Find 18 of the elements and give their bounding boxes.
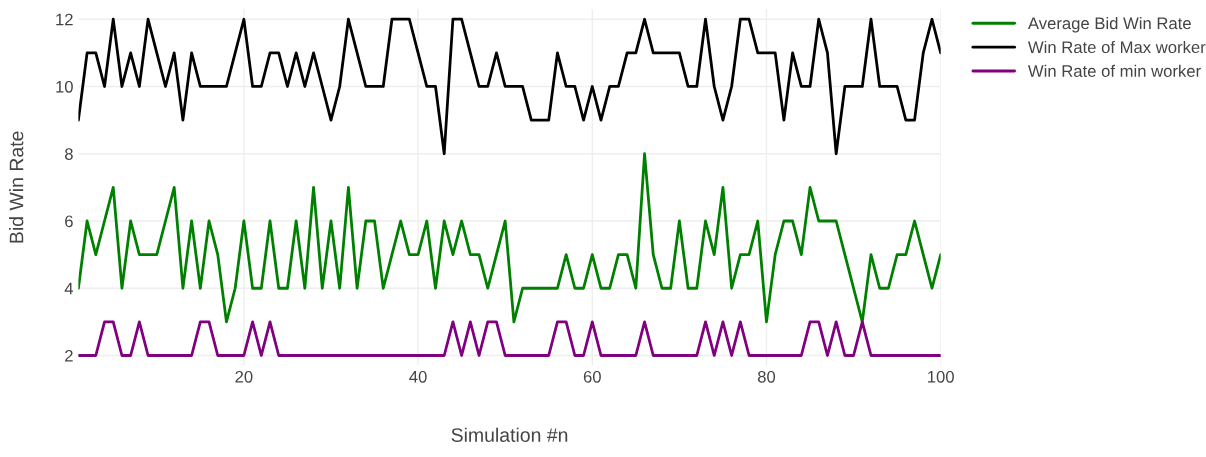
y-tick-label: 4 [64, 282, 74, 295]
legend-label: Average Bid Win Rate [1027, 17, 1191, 33]
x-tick-label: 100 [928, 370, 954, 383]
x-axis-title: Simulation #n [451, 427, 568, 442]
y-tick-label: 2 [65, 349, 73, 362]
y-tick-label: 8 [64, 148, 73, 160]
y-tick-label: 6 [65, 215, 73, 228]
y-axis-title: Bid Win Rate [9, 131, 24, 243]
line-series [78, 152, 941, 324]
y-tick-label: 10 [56, 80, 73, 93]
legend-label: Win Rate of min worker [1028, 64, 1201, 77]
line-series [78, 17, 941, 156]
x-tick-label: 80 [757, 370, 776, 383]
y-tick-label: 12 [56, 13, 73, 26]
x-tick-label: 20 [235, 370, 253, 383]
legend-label: Win Rate of Max worker [1028, 40, 1206, 54]
x-tick-label: 40 [409, 370, 427, 383]
x-tick-label: 60 [583, 370, 601, 383]
